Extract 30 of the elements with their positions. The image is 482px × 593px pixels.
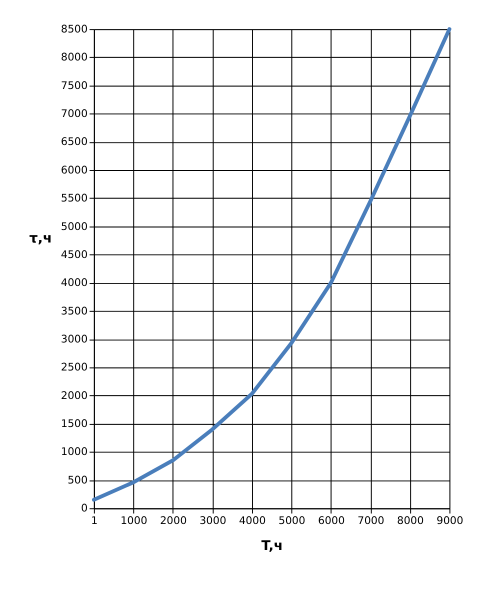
y-tick-label: 3500: [60, 305, 88, 318]
y-tick-label: 6000: [60, 164, 88, 176]
y-tick-label: 2000: [60, 390, 88, 402]
x-tick-label: 5000: [278, 515, 306, 528]
x-tick-label: 1000: [120, 515, 148, 528]
x-tick-label: 4000: [238, 515, 266, 528]
y-tick-label: 1500: [60, 418, 88, 430]
x-tick-label: 3000: [199, 515, 226, 528]
y-tick-label: 4500: [60, 248, 88, 261]
y-tick-label: 4000: [60, 277, 88, 290]
x-tick-label: 6000: [318, 515, 345, 528]
y-tick-label: 8000: [60, 52, 88, 64]
y-tick-label: 8500: [60, 23, 88, 36]
x-axis-title: T,ч: [261, 538, 283, 554]
y-tick-label: 0: [80, 502, 88, 515]
x-tick-label: 2000: [160, 515, 187, 528]
y-axis-title: τ,ч: [29, 231, 52, 246]
y-tick-label: 500: [68, 474, 88, 486]
x-tick-label: 1: [91, 515, 98, 528]
x-tick-label: 7000: [357, 515, 384, 528]
y-tick-label: 3000: [60, 334, 88, 346]
y-tick-label: 6500: [60, 136, 88, 148]
x-tick-label: 9000: [436, 515, 464, 528]
y-tick-label: 7500: [60, 80, 88, 92]
y-tick-label: 1000: [60, 446, 88, 458]
y-tick-label: 5000: [60, 220, 88, 233]
y-tick-label: 5500: [60, 192, 88, 205]
y-tick-label: 2500: [60, 362, 88, 374]
x-tick-label: 8000: [396, 515, 424, 528]
y-tick-label: 7000: [60, 108, 88, 120]
